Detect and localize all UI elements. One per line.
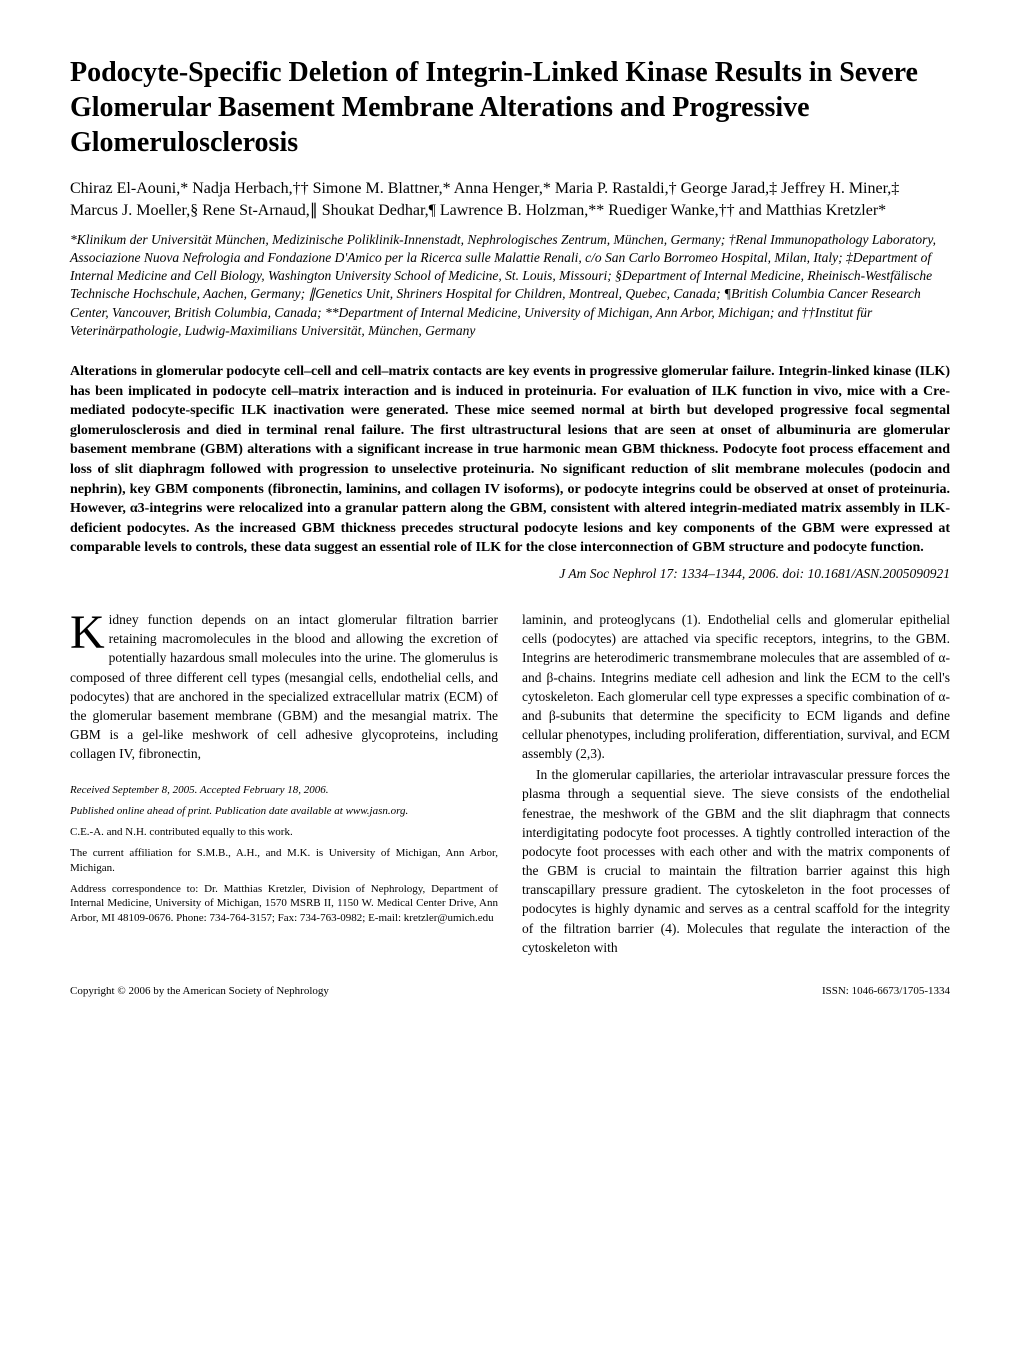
abstract: Alterations in glomerular podocyte cell–… (70, 362, 950, 558)
page-footer: Copyright © 2006 by the American Society… (70, 985, 950, 997)
dropcap-letter: K (70, 610, 109, 654)
body-columns: K idney function depends on an intact gl… (70, 610, 950, 957)
footnote-published: Published online ahead of print. Publica… (70, 804, 498, 819)
footnote-contrib: C.E.-A. and N.H. contributed equally to … (70, 825, 498, 840)
footer-copyright: Copyright © 2006 by the American Society… (70, 985, 329, 997)
affiliations: *Klinikum der Universität München, Mediz… (70, 231, 950, 340)
footnote-correspondence: Address correspondence to: Dr. Matthias … (70, 882, 498, 927)
column-left: K idney function depends on an intact gl… (70, 610, 498, 957)
journal-citation: J Am Soc Nephrol 17: 1334–1344, 2006. do… (70, 566, 950, 582)
footnote-received: Received September 8, 2005. Accepted Feb… (70, 783, 498, 798)
col2-paragraph-2: In the glomerular capillaries, the arter… (522, 765, 950, 957)
article-title: Podocyte-Specific Deletion of Integrin-L… (70, 55, 950, 160)
footnote-affiliation-note: The current affiliation for S.M.B., A.H.… (70, 846, 498, 876)
column-right: laminin, and proteoglycans (1). Endothel… (522, 610, 950, 957)
intro-paragraph: K idney function depends on an intact gl… (70, 610, 498, 763)
col2-paragraph-1: laminin, and proteoglycans (1). Endothel… (522, 610, 950, 763)
footer-issn: ISSN: 1046-6673/1705-1334 (822, 985, 950, 997)
author-list: Chiraz El-Aouni,* Nadja Herbach,†† Simon… (70, 178, 950, 223)
footnotes-block: Received September 8, 2005. Accepted Feb… (70, 783, 498, 926)
intro-text: idney function depends on an intact glom… (70, 612, 498, 761)
